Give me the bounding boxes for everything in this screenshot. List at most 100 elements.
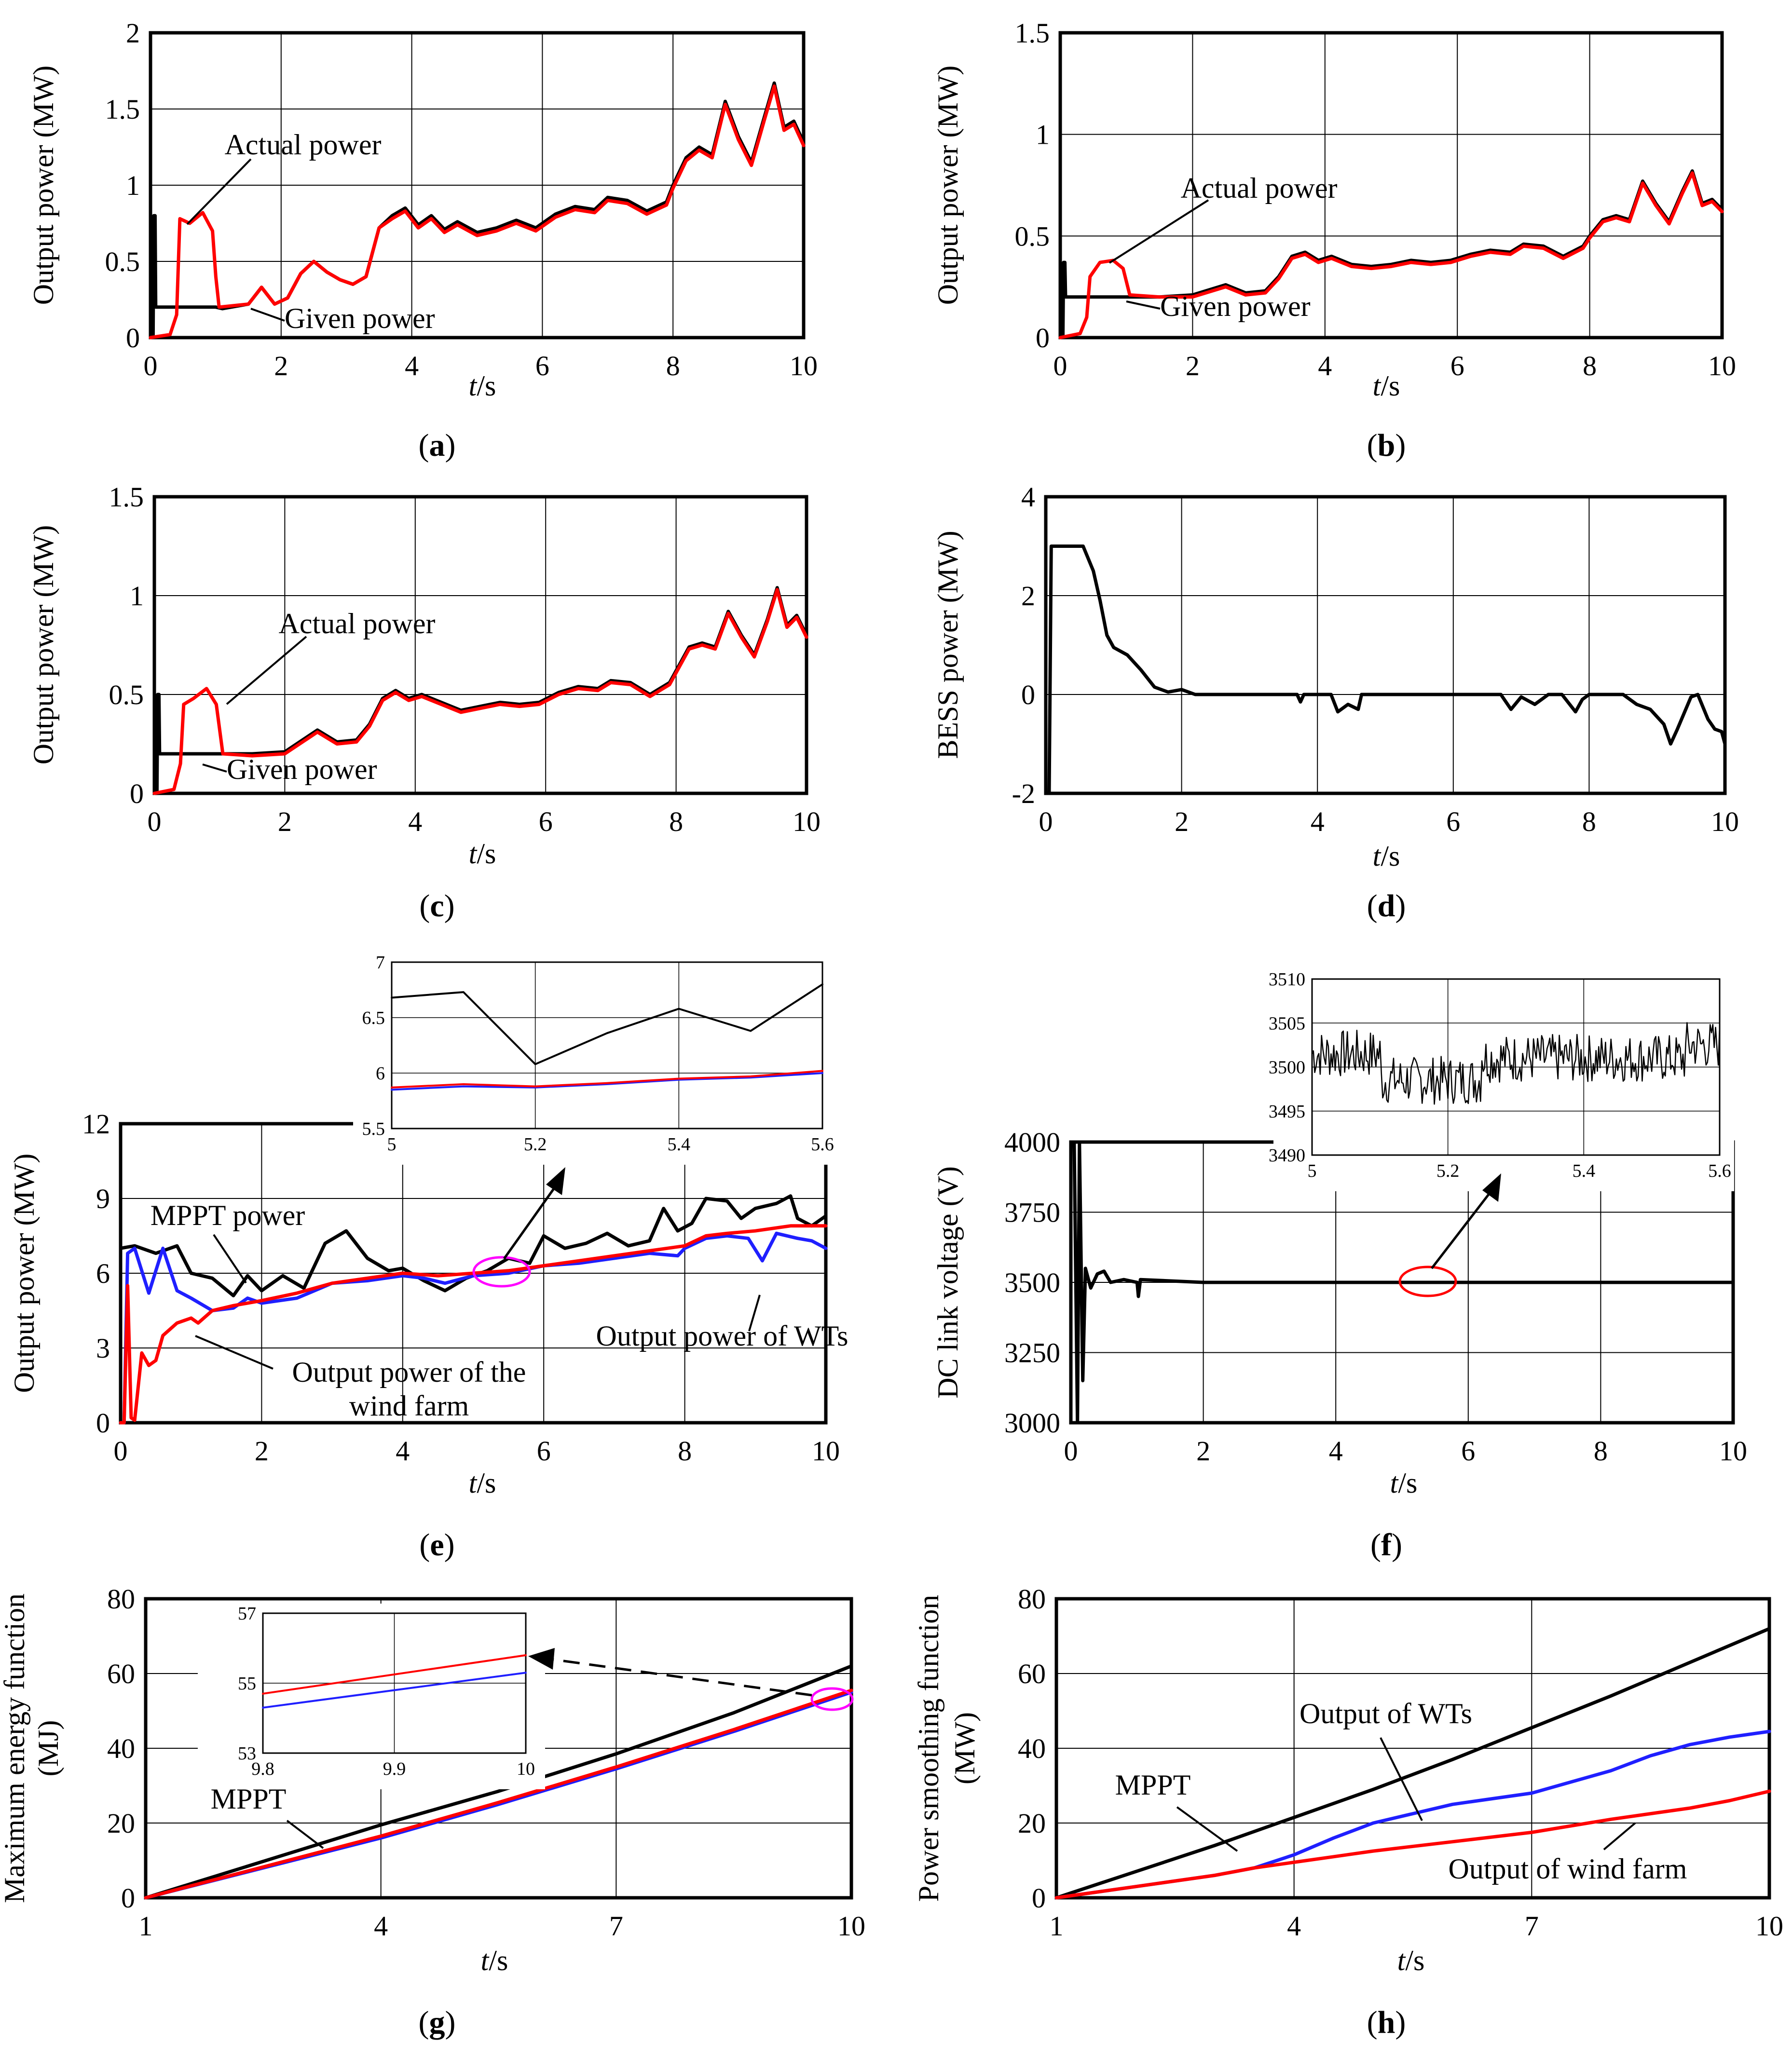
x-tick-label: 5.4 [1573, 1161, 1596, 1181]
y-tick-label: 2 [1021, 580, 1035, 612]
axes-frame [1044, 495, 1727, 795]
panel-letter: g [429, 2005, 445, 2040]
y-tick-label: 0.5 [105, 246, 140, 277]
y-axis-label: Output power (MW) [27, 525, 59, 765]
y-tick-label: 3500 [1269, 1058, 1305, 1078]
axes-frame [144, 1597, 853, 1900]
x-tick-label: 4 [1287, 1910, 1301, 1942]
y-tick-label: 0.5 [109, 679, 144, 710]
axes-frame [1058, 31, 1724, 340]
x-tick-label: 5.2 [1436, 1161, 1460, 1181]
x-tick-label: 5.2 [524, 1134, 547, 1155]
annotation-leader [226, 636, 307, 705]
annotation-leader [186, 158, 252, 225]
y-tick-label: 7 [376, 953, 385, 973]
x-tick-label: 6 [539, 806, 553, 837]
chart-e: 0 2 4 6 8 10 0 3 6 9 12 t/s Output power (MW) (e) MPPT… [8, 953, 848, 1563]
y-tick-label: 80 [1018, 1583, 1046, 1615]
series-line-mppt-power [391, 983, 823, 1065]
y-tick-label: 5.5 [362, 1119, 385, 1139]
panel-paren: ) [1392, 1527, 1402, 1563]
y-tick-label: 40 [1018, 1733, 1046, 1764]
x-tick-label: 2 [278, 806, 292, 837]
inset-f: 5 5.2 5.4 5.6 3490 3495 3500 3505 3510 [1269, 969, 1731, 1181]
annotation-label: MPPT power [150, 1199, 305, 1231]
y-tick-label: 6 [376, 1063, 385, 1084]
x-tick-label: 8 [1583, 350, 1597, 381]
y-tick-label: 3500 [1004, 1267, 1060, 1298]
zoom-ellipse [810, 1687, 854, 1711]
series-line-mppt [144, 1664, 853, 1900]
panel-letter: h [1378, 2005, 1395, 2040]
annotation-label: Actual power [225, 129, 382, 161]
panel-paren: ) [1395, 2005, 1406, 2040]
y-axis-label: Maximum energy function [0, 1593, 30, 1903]
annotation-label: Actual power [279, 608, 436, 640]
annotation-label: Given power [227, 753, 377, 785]
x-tick-label: 8 [1582, 806, 1596, 837]
x-tick-label: 0 [1064, 1435, 1078, 1467]
annotation-label: Actual power [1181, 172, 1338, 204]
panel-label: (b) [1367, 428, 1406, 463]
x-tick-label: 0 [114, 1435, 128, 1467]
zoom-arrowhead [546, 1167, 565, 1195]
panel-letter: e [430, 1527, 444, 1563]
annotation-leader [1108, 199, 1209, 264]
x-axis-label-variable: t [1397, 1945, 1406, 1976]
panel-paren: ) [1395, 888, 1406, 924]
y-tick-label: 0 [1021, 679, 1035, 710]
y-tick-label: 55 [238, 1674, 256, 1694]
axes-frame [1054, 1597, 1771, 1900]
panel-paren: ( [1367, 2005, 1378, 2040]
y-tick-label: 80 [107, 1583, 135, 1615]
x-tick-label: 10 [793, 806, 821, 837]
y-tick-label: 40 [107, 1733, 135, 1764]
axes-frame [391, 961, 823, 1130]
y-tick-label: 0 [126, 322, 140, 354]
series-line-actual-power [1058, 171, 1724, 340]
plot-area [1046, 497, 1725, 793]
y-tick-label: 3490 [1269, 1145, 1305, 1166]
x-tick-label: 5 [387, 1134, 397, 1155]
x-tick-label: 10 [837, 1910, 865, 1942]
series-line-actual-power [149, 84, 806, 340]
annotation-leader [213, 1234, 247, 1284]
x-tick-label: 4 [1318, 350, 1332, 381]
annotation-leader [1176, 1806, 1238, 1852]
x-axis-label: t/s [469, 370, 496, 402]
x-tick-label: 2 [1196, 1435, 1210, 1467]
x-tick-label: 4 [408, 806, 422, 837]
x-tick-label: 6 [1461, 1435, 1475, 1467]
y-tick-label: 2 [126, 17, 140, 49]
x-axis-label-unit: /s [489, 1945, 508, 1976]
y-tick-label: 3 [96, 1333, 110, 1364]
x-tick-label: 6 [537, 1435, 551, 1467]
x-tick-label: 4 [374, 1910, 388, 1942]
panel-paren: ( [1367, 428, 1378, 463]
x-axis-label: t/s [469, 1467, 496, 1499]
x-axis-label-variable: t [481, 1945, 490, 1976]
x-tick-label: 0 [148, 806, 162, 837]
y-tick-label: 1 [130, 580, 144, 612]
x-axis-label: t/s [1373, 370, 1400, 402]
x-axis-label-variable: t [1373, 840, 1382, 872]
y-tick-label: 0 [1032, 1882, 1046, 1914]
x-tick-label: 1 [1050, 1910, 1064, 1942]
annotation-leader [286, 1820, 324, 1849]
x-tick-label: 5.6 [811, 1134, 834, 1155]
series-line-dc-link-voltage [1072, 1140, 1735, 1425]
zoom-ellipse [1398, 1266, 1457, 1297]
panel-paren: ( [419, 1527, 430, 1563]
series-line-output-of-wind-farm [1054, 1789, 1771, 1900]
y-tick-label: 3510 [1269, 969, 1305, 990]
y-tick-label: 1 [1036, 119, 1050, 150]
chart-b: 0 2 4 6 8 10 0 0.5 1 1.5 t/s Output power (MW) (b) Ac… [932, 17, 1736, 463]
chart-g: 1 4 7 10 0 20 40 60 80 t/s Maximum energy function… [0, 1583, 865, 2040]
chart-h: 1 4 7 10 0 20 40 60 80 t/s Power smoothing functio… [913, 1583, 1783, 2040]
x-axis-label-unit: /s [1381, 370, 1400, 402]
x-tick-label: 4 [1329, 1435, 1343, 1467]
series-line-actual-power [152, 588, 808, 795]
panel-letter: d [1378, 888, 1395, 924]
y-tick-label: 12 [82, 1108, 110, 1140]
